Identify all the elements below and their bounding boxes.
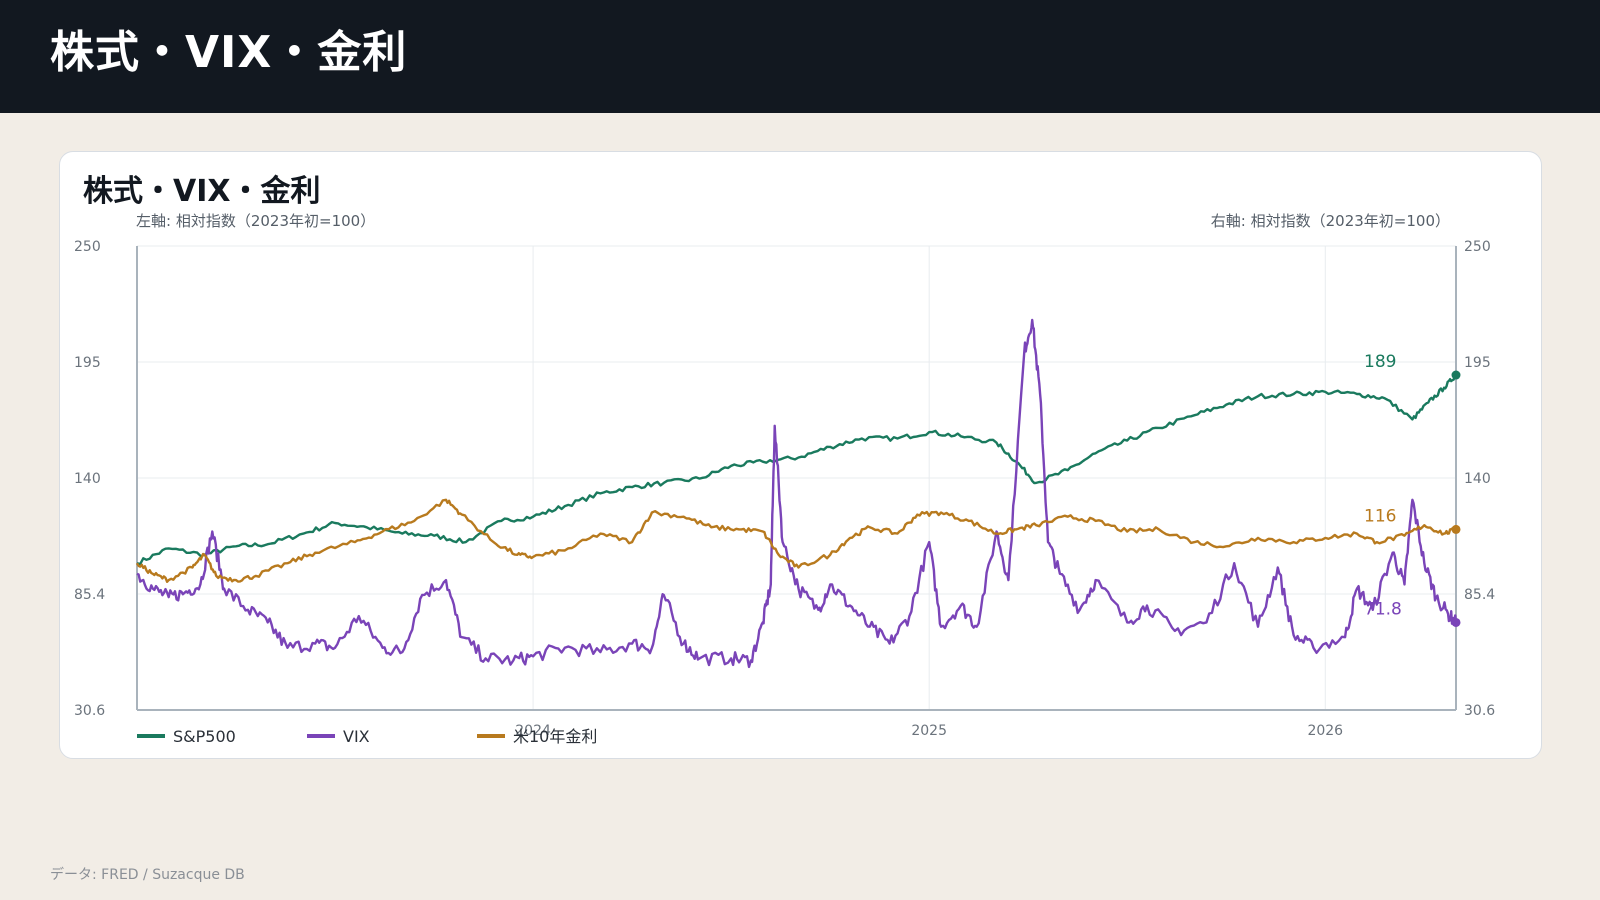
right-axis-caption: 右軸: 相対指数（2023年初=100）	[1210, 212, 1450, 230]
series-end-label-us10y: 116	[1364, 506, 1396, 526]
chart-title: 株式・VIX・金利	[83, 174, 321, 209]
chart-card	[59, 151, 1542, 759]
y-tick-label-right: 140	[1464, 471, 1491, 487]
y-tick-label-right: 195	[1464, 355, 1491, 371]
legend-label-vix: VIX	[343, 727, 370, 746]
series-end-point-us10y	[1451, 524, 1461, 534]
y-tick-label-left: 140	[74, 471, 101, 487]
y-tick-label-right: 250	[1464, 239, 1491, 255]
y-tick-label-left: 195	[74, 355, 101, 371]
legend-label-us10y: 米10年金利	[513, 727, 597, 746]
x-tick-label: 2024	[515, 723, 551, 739]
series-end-label-sp500: 189	[1364, 352, 1396, 372]
y-tick-label-right: 85.4	[1464, 587, 1495, 603]
y-tick-label-right: 30.6	[1464, 703, 1495, 719]
series-line-us10y	[135, 498, 1458, 583]
series-end-point-sp500	[1451, 370, 1461, 380]
x-tick-label: 2026	[1307, 723, 1343, 739]
y-tick-label-left: 85.4	[74, 587, 105, 603]
header-bar: 株式・VIX・金利	[0, 0, 1600, 113]
series-line-sp500	[136, 374, 1457, 566]
left-axis-caption: 左軸: 相対指数（2023年初=100）	[136, 212, 376, 230]
series-end-point-vix	[1451, 617, 1461, 627]
legend-label-sp500: S&P500	[173, 727, 236, 746]
x-tick-label: 2025	[911, 723, 947, 739]
page-title: 株式・VIX・金利	[50, 27, 408, 78]
data-source-note: データ: FRED / Suzacque DB	[50, 867, 245, 883]
series-end-label-vix: 71.8	[1364, 599, 1402, 619]
y-tick-label-left: 30.6	[74, 703, 105, 719]
y-tick-label-left: 250	[74, 239, 101, 255]
series-line-vix	[136, 318, 1458, 669]
